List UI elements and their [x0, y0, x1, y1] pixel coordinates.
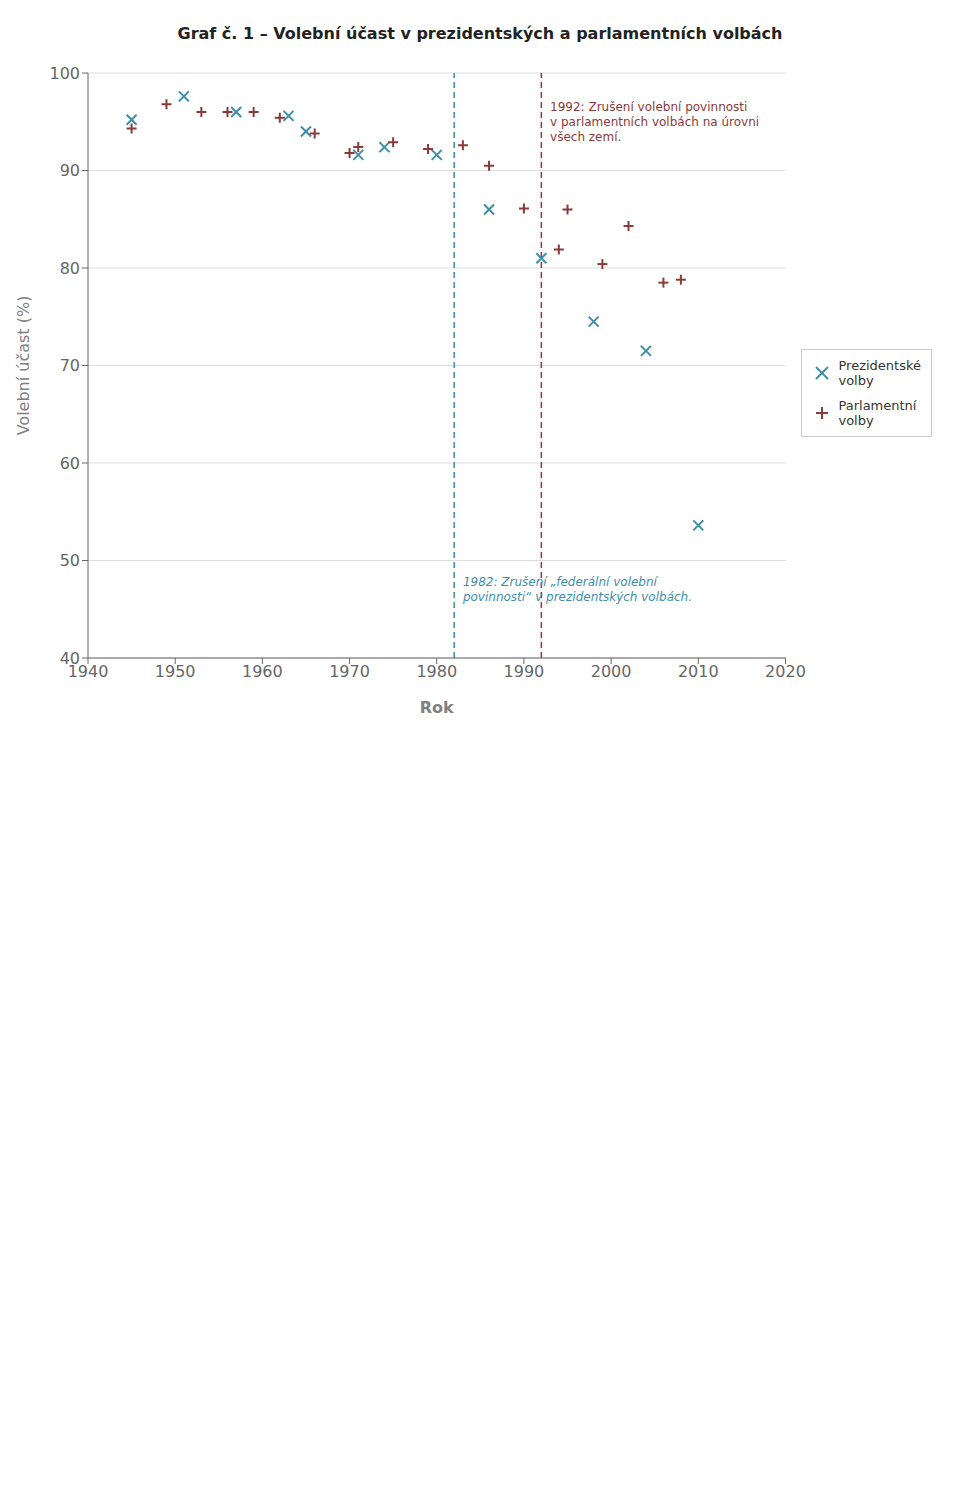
svg-text:90: 90 — [60, 161, 80, 180]
html-text:Graf č. 1 – Volební účast v pr: Graf č. 1 – Volební účast v prezidentský… — [177, 24, 783, 43]
svg-text:1980: 1980 — [416, 662, 457, 681]
svg-text:1990: 1990 — [504, 662, 545, 681]
html-text:volby: volby — [838, 413, 874, 428]
svg-text:60: 60 — [60, 454, 80, 473]
svg-text:1950: 1950 — [155, 662, 196, 681]
svg-text:80: 80 — [60, 259, 80, 278]
svg-text:1940: 1940 — [67, 662, 109, 682]
svg-text:2010: 2010 — [678, 662, 719, 681]
svg-text:1982: Zrušení „federální voleb: 1982: Zrušení „federální volebnípovinnos… — [462, 575, 692, 604]
svg-text:100: 100 — [49, 64, 80, 83]
svg-text:Volební účast (%): Volební účast (%) — [14, 296, 33, 436]
svg-text:Rok: Rok — [420, 698, 454, 717]
svg-text:70: 70 — [60, 356, 80, 375]
svg-text:2000: 2000 — [591, 662, 632, 681]
svg-text:1960: 1960 — [242, 662, 283, 681]
svg-text:50: 50 — [60, 551, 80, 570]
svg-text:1992: Zrušení volební povinnos: 1992: Zrušení volební povinnostiv parlam… — [550, 100, 759, 144]
svg-text:2020: 2020 — [765, 662, 806, 681]
html-text:Prezidentské: Prezidentské — [838, 358, 921, 373]
svg-text:1970: 1970 — [329, 662, 370, 681]
svg-text:40: 40 — [60, 649, 80, 668]
html-text:volby: volby — [838, 373, 874, 388]
html-text:Parlamentní: Parlamentní — [838, 398, 917, 413]
